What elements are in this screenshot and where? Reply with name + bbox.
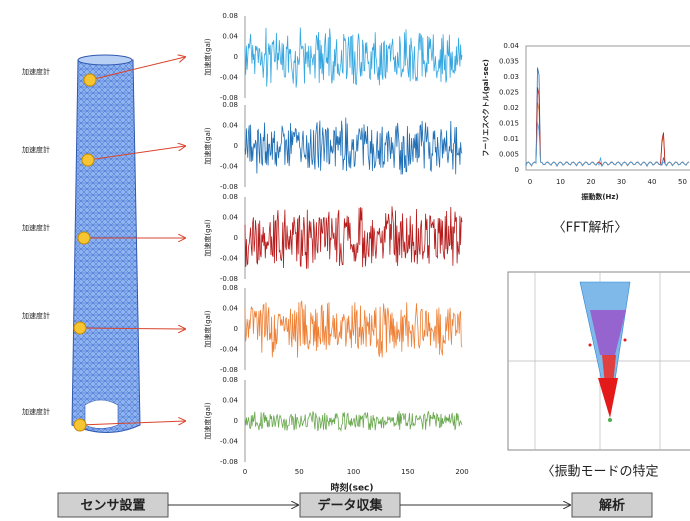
sensor xyxy=(74,322,86,334)
x-tick-label: 100 xyxy=(347,468,360,476)
y-tick-label: -0.04 xyxy=(220,163,239,171)
y-tick-label: 0 xyxy=(234,417,238,425)
y-tick-label: 0.04 xyxy=(222,214,238,222)
x-tick-label: 0 xyxy=(243,468,247,476)
waveform xyxy=(245,206,462,269)
y-tick-label: 0.04 xyxy=(222,397,238,405)
caption: 〈FFT解析〉 xyxy=(553,221,628,236)
x-tick-label: 200 xyxy=(455,468,468,476)
x-tick-label: 20 xyxy=(587,178,596,186)
x-tick-label: 30 xyxy=(617,178,626,186)
caption: 〈振動モードの特定 xyxy=(541,465,658,480)
y-tick-label: 0.08 xyxy=(222,284,238,292)
sensor-label: 加速度計 xyxy=(22,223,50,232)
y-tick-label: 0.005 xyxy=(499,151,519,159)
y-tick-label: 0.04 xyxy=(222,305,238,313)
y-label: 加速度(gal) xyxy=(203,310,212,347)
x-tick-label: 0 xyxy=(528,178,532,186)
y-tick-label: 0.04 xyxy=(222,122,238,130)
y-tick-label: 0.04 xyxy=(222,33,238,41)
y-tick-label: 0.08 xyxy=(222,193,238,201)
x-tick-label: 10 xyxy=(556,178,565,186)
x-tick-label: 50 xyxy=(678,178,687,186)
waveform xyxy=(245,118,462,175)
y-tick-label: 0 xyxy=(234,53,238,61)
sensor-label: 加速度計 xyxy=(22,311,50,320)
waveform xyxy=(245,411,462,431)
y-label: 加速度(gal) xyxy=(203,402,212,439)
y-tick-label: 0.04 xyxy=(503,42,519,50)
waveform xyxy=(245,301,462,357)
y-tick-label: -0.04 xyxy=(220,346,239,354)
y-label: 加速度(gal) xyxy=(203,38,212,75)
plot-area xyxy=(526,46,690,170)
y-tick-label: 0.02 xyxy=(503,104,519,112)
y-tick-label: -0.04 xyxy=(220,438,239,446)
x-label: 時刻(sec) xyxy=(330,482,373,494)
y-tick-label: -0.04 xyxy=(220,255,239,263)
sensor xyxy=(84,74,96,86)
x-label: 振動数(Hz) xyxy=(581,192,618,201)
y-tick-label: 0.08 xyxy=(222,101,238,109)
y-tick-label: 0.01 xyxy=(503,135,519,143)
y-tick-label: 0 xyxy=(515,166,519,174)
sensor-label: 加速度計 xyxy=(22,145,50,154)
x-tick-label: 40 xyxy=(648,178,657,186)
y-tick-label: 0.025 xyxy=(499,89,519,97)
y-tick-label: 0.035 xyxy=(499,58,519,66)
sensor-label: 加速度計 xyxy=(22,407,50,416)
figure: 加速度計加速度計加速度計加速度計加速度計 加速度(gal)0.080.040-0… xyxy=(0,0,690,521)
y-tick-label: 0 xyxy=(234,142,238,150)
y-tick-label: -0.04 xyxy=(220,74,239,82)
sensor xyxy=(74,419,86,431)
y-tick-label: 0.03 xyxy=(503,73,519,81)
y-label: フーリエスペクトル(gal･sec) xyxy=(481,59,490,157)
flow: センサ設置 データ収集 解析 xyxy=(58,493,652,517)
y-tick-label: 0.08 xyxy=(222,12,238,20)
flow-step: データ収集 xyxy=(317,498,383,514)
sensor xyxy=(82,154,94,166)
y-tick-label: 0.08 xyxy=(222,376,238,384)
y-tick-label: -0.08 xyxy=(220,366,238,374)
sensor xyxy=(78,232,90,244)
y-tick-label: 0.015 xyxy=(499,120,519,128)
waveform xyxy=(245,28,462,88)
x-tick-label: 150 xyxy=(401,468,414,476)
sensor-label: 加速度計 xyxy=(22,67,50,76)
x-tick-label: 50 xyxy=(295,468,304,476)
flow-step: 解析 xyxy=(598,498,625,514)
mode-plot xyxy=(508,272,690,450)
y-tick-label: 0 xyxy=(234,325,238,333)
y-tick-label: -0.08 xyxy=(220,458,238,466)
y-label: 加速度(gal) xyxy=(203,127,212,164)
flow-step: センサ設置 xyxy=(80,498,145,514)
y-tick-label: -0.08 xyxy=(220,275,238,283)
y-tick-label: -0.08 xyxy=(220,183,238,191)
y-label: 加速度(gal) xyxy=(203,219,212,256)
y-tick-label: 0 xyxy=(234,234,238,242)
